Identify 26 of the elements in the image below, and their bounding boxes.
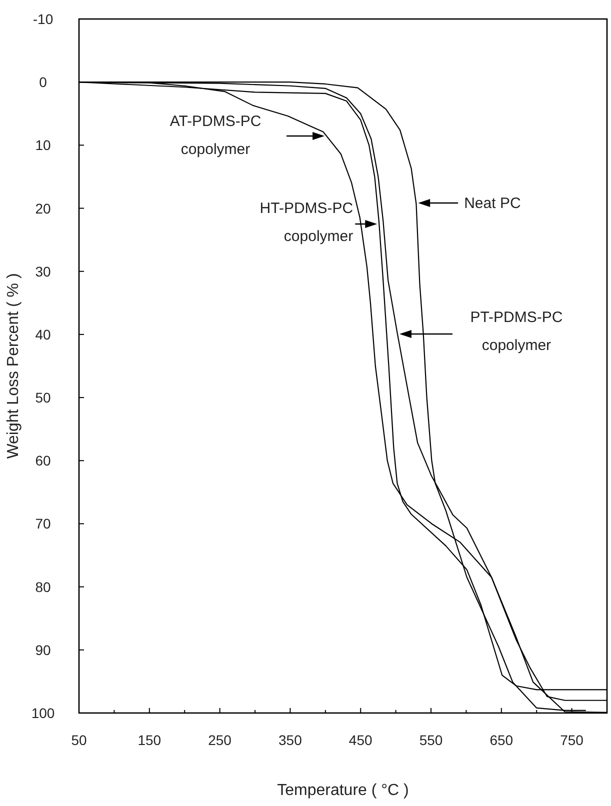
y-tick-label: 0 xyxy=(39,74,48,90)
x-tick-label: 550 xyxy=(419,732,443,748)
x-tick-label: 150 xyxy=(138,732,162,748)
y-tick-label: 100 xyxy=(31,705,55,721)
annotation: HT-PDMS-PC copolymer xyxy=(260,200,354,245)
y-tick-label: 30 xyxy=(35,263,51,280)
y-tick-label: -10 xyxy=(32,11,54,27)
x-tick-label: 650 xyxy=(490,732,514,748)
y-tick-label: 10 xyxy=(35,137,51,154)
annotation: Neat PC xyxy=(464,195,521,212)
y-axis-title: Weight Loss Percent ( % ) xyxy=(5,273,22,459)
y-tick-label: 40 xyxy=(35,326,51,342)
x-tick-label: 450 xyxy=(348,732,372,748)
x-tick-label: 350 xyxy=(278,732,302,748)
y-tick-label: 70 xyxy=(35,516,51,532)
x-tick-label: 750 xyxy=(560,732,584,748)
y-tick-label: 60 xyxy=(35,452,51,469)
y-tick-label: 20 xyxy=(35,200,51,216)
x-tick-label: 50 xyxy=(71,732,87,748)
y-tick-label: 50 xyxy=(35,390,51,406)
annotation: PT-PDMS-PC copolymer xyxy=(470,309,563,354)
y-tick-label: 90 xyxy=(35,642,51,658)
y-tick-label: 80 xyxy=(35,578,51,595)
x-axis-title: Temperature ( °C ) xyxy=(277,782,409,799)
annotation: AT-PDMS-PC copolymer xyxy=(170,113,262,158)
x-tick-label: 250 xyxy=(208,732,232,748)
